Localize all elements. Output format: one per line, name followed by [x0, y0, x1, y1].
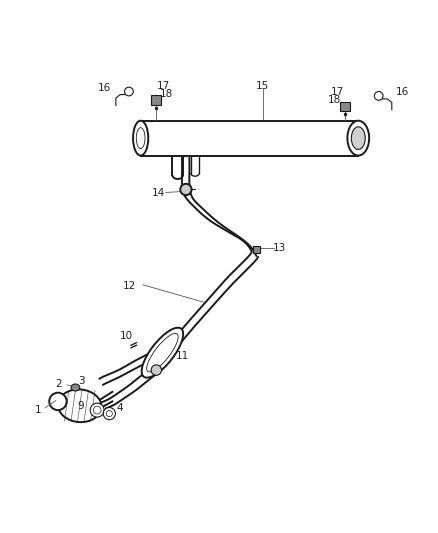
Text: 16: 16 — [396, 87, 410, 98]
FancyBboxPatch shape — [141, 120, 358, 156]
Ellipse shape — [347, 120, 369, 156]
Text: 4: 4 — [117, 403, 124, 414]
Ellipse shape — [351, 127, 365, 149]
Bar — [253, 246, 260, 254]
Text: 16: 16 — [98, 83, 112, 93]
Circle shape — [374, 92, 383, 100]
Text: 15: 15 — [256, 81, 269, 91]
Circle shape — [93, 406, 101, 414]
Text: 9: 9 — [77, 401, 84, 411]
Ellipse shape — [71, 384, 80, 391]
Text: 12: 12 — [123, 281, 136, 291]
Circle shape — [103, 408, 116, 419]
Bar — [151, 95, 161, 105]
Text: 13: 13 — [273, 243, 286, 253]
Text: 11: 11 — [175, 351, 189, 361]
Circle shape — [180, 184, 191, 195]
Text: 2: 2 — [56, 379, 62, 389]
Circle shape — [151, 365, 162, 375]
Circle shape — [49, 393, 67, 410]
Text: 14: 14 — [152, 188, 165, 198]
Ellipse shape — [133, 120, 148, 156]
Text: 3: 3 — [78, 376, 85, 385]
Ellipse shape — [147, 334, 178, 372]
Ellipse shape — [58, 390, 102, 422]
Text: 18: 18 — [160, 88, 173, 99]
Text: 17: 17 — [331, 87, 344, 98]
Ellipse shape — [136, 128, 145, 149]
Text: 18: 18 — [328, 95, 341, 105]
Circle shape — [124, 87, 133, 96]
Ellipse shape — [141, 328, 183, 378]
Bar — [340, 102, 350, 111]
Text: 17: 17 — [157, 82, 170, 91]
Circle shape — [106, 410, 113, 417]
Text: 10: 10 — [120, 331, 133, 341]
Text: 1: 1 — [35, 405, 42, 415]
Circle shape — [90, 403, 104, 417]
